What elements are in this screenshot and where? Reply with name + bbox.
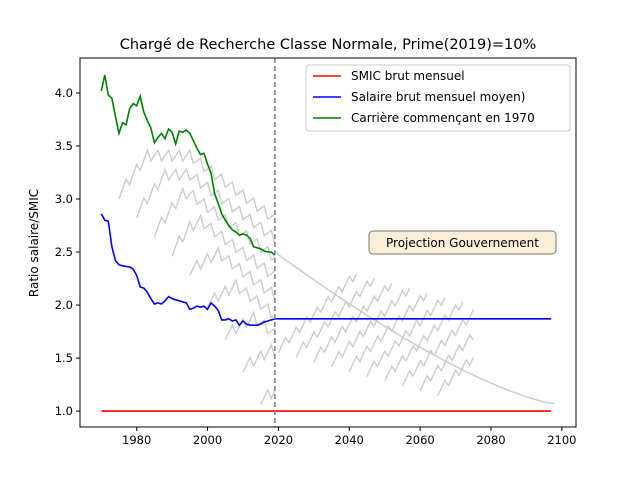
background-career-curve — [366, 297, 446, 377]
legend: SMIC brut mensuel Salaire brut mensuel m… — [305, 64, 571, 132]
background-career-curve — [313, 283, 393, 363]
background-career-curve — [330, 287, 411, 368]
background-career-curve — [419, 333, 474, 392]
background-career-curve — [153, 186, 276, 262]
background-career-curve — [260, 388, 276, 405]
x-tick-label: 2000 — [193, 433, 222, 447]
y-tick-label: 1.5 — [55, 351, 73, 365]
x-axis: 1980 2000 2020 2040 2060 2080 2100 — [122, 427, 576, 447]
annotation-text: Projection Gouvernement — [386, 236, 539, 250]
axes-frame — [79, 57, 577, 428]
projection-envelope-curve — [274, 251, 555, 405]
x-tick-label: 1980 — [122, 433, 151, 447]
background-career-curve — [384, 302, 464, 382]
annotation-box: Projection Gouvernement — [368, 230, 557, 255]
background-career-curve — [277, 273, 357, 354]
background-career-curve — [118, 148, 276, 221]
x-tick-label: 2020 — [264, 433, 293, 447]
legend-label-salaire: Salaire brut mensuel moyen) — [351, 90, 525, 104]
background-career-curve — [171, 213, 276, 278]
y-axis: 1.0 1.5 2.0 2.5 3.0 3.5 4.0 — [55, 86, 80, 418]
x-tick-label: 2080 — [476, 433, 505, 447]
y-tick-label: 1.0 — [55, 404, 73, 418]
background-career-curve — [401, 309, 474, 387]
x-tick-label: 2060 — [405, 433, 434, 447]
y-tick-label: 3.0 — [55, 192, 73, 206]
legend-label-smic: SMIC brut mensuel — [351, 69, 465, 83]
background-career-curve — [295, 278, 375, 358]
x-tick-label: 2100 — [547, 433, 576, 447]
y-tick-label: 2.0 — [55, 298, 73, 312]
background-career-curve — [348, 292, 428, 373]
background-career-curve — [189, 245, 276, 301]
plot-area — [100, 58, 555, 427]
y-tick-label: 2.5 — [55, 245, 73, 259]
salaire-moyen-line — [100, 213, 552, 327]
legend-label-carriere: Carrière commençant en 1970 — [351, 111, 535, 125]
y-axis-title: Ratio salaire/SMIC — [27, 189, 41, 297]
x-tick-label: 2040 — [335, 433, 364, 447]
y-tick-label: 3.5 — [55, 139, 73, 153]
background-career-curve — [437, 357, 474, 396]
background-career-curve — [136, 167, 276, 244]
carriere-1970-line — [100, 74, 276, 256]
background-career-curve — [242, 342, 276, 373]
background-career-curve — [206, 278, 276, 319]
chart-title: Chargé de Recherche Classe Normale, Prim… — [120, 37, 537, 53]
y-tick-label: 4.0 — [55, 86, 73, 100]
background-career-curve — [224, 310, 276, 341]
